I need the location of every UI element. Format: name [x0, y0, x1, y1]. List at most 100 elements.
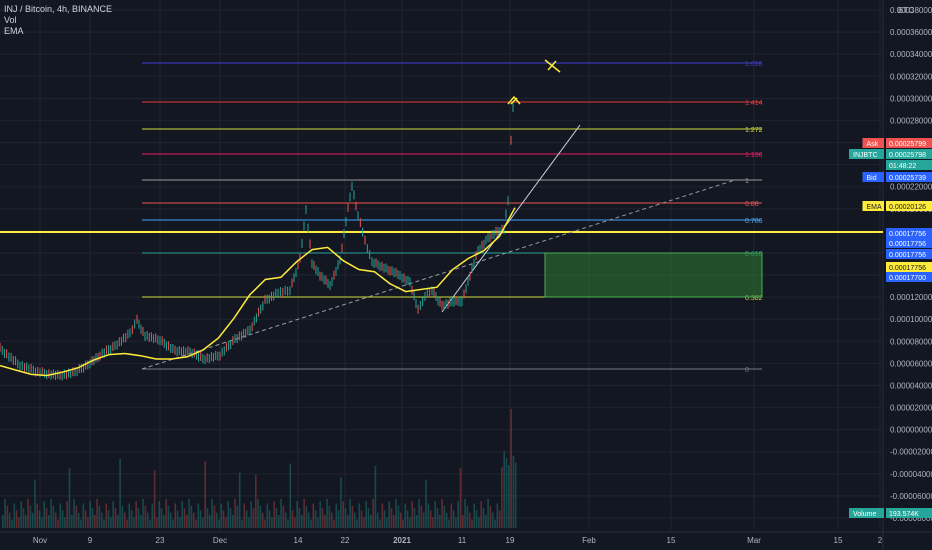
volume-bar [172, 519, 174, 528]
price-tag-bg [886, 238, 932, 248]
volume-bar [98, 505, 101, 528]
volume-bar [473, 503, 476, 528]
volume-bar [356, 519, 358, 528]
y-tick-label: -0.00002000 [890, 448, 932, 457]
volume-bar [360, 510, 363, 528]
volume-bar [197, 503, 200, 528]
volume-bar [57, 519, 59, 528]
volume-bar [41, 517, 43, 528]
volume-bar [257, 498, 259, 528]
volume-bar [505, 458, 508, 528]
volume-bar [236, 505, 239, 528]
x-tick-label: 14 [294, 536, 303, 545]
volume-bar [133, 517, 135, 528]
volume-bar [324, 515, 326, 528]
volume-bar [439, 515, 441, 528]
x-tick-label: 2021 [393, 536, 411, 545]
volume-bar [15, 510, 18, 528]
volume-bar [386, 517, 388, 528]
price-tag-value: 0.00025798 [889, 152, 926, 159]
volume-bar [107, 510, 110, 528]
volume-bar [68, 468, 71, 528]
price-tag-label: INJBTC [853, 152, 878, 159]
volume-bar [351, 505, 354, 528]
solid-trendline [441, 124, 581, 313]
volume-bar [494, 519, 496, 528]
volume-bar [31, 512, 34, 528]
volume-bar [4, 498, 6, 528]
price-tag-value: 0.00017756 [889, 231, 926, 238]
y-tick-label: -0.00004000 [890, 470, 932, 479]
volume-bar [452, 510, 455, 528]
x-tick-label: 23 [156, 536, 165, 545]
volume-bar [50, 498, 52, 528]
y-tick-label: 0.00022000 [890, 183, 932, 192]
indicator-ema[interactable]: EMA [4, 26, 24, 36]
volume-bar [128, 503, 131, 528]
volume-bar [294, 517, 296, 528]
volume-bar [77, 512, 80, 528]
price-tag-value: 193.574K [889, 511, 919, 518]
volume-bar [482, 508, 485, 528]
volume-bar [335, 503, 338, 528]
volume-bar [462, 515, 464, 528]
volume-bar [347, 515, 349, 528]
volume-bar [496, 503, 499, 528]
volume-bar [296, 501, 298, 528]
target-box [544, 252, 763, 298]
volume-bar [307, 512, 310, 528]
volume-bar [135, 501, 137, 528]
volume-bar [471, 519, 473, 528]
volume-bar [503, 451, 505, 528]
volume-bar [326, 498, 328, 528]
volume-bar [232, 515, 234, 528]
volume-bar [215, 512, 218, 528]
volume-bar [466, 505, 469, 528]
volume-bar [397, 505, 400, 528]
currency-label[interactable]: BTC [898, 6, 914, 15]
volume-bar [406, 510, 409, 528]
volume-bar [75, 505, 78, 528]
volume-bar [266, 503, 269, 528]
volume-bar [179, 517, 181, 528]
volume-bar [457, 501, 459, 528]
volume-bar [349, 498, 351, 528]
x-tick-label: 9 [88, 536, 93, 545]
price-tag-bg [886, 508, 932, 518]
volume-bar [151, 503, 154, 528]
volume-bar [59, 503, 62, 528]
fib-level-label: 1.414 [745, 100, 763, 107]
volume-bar [61, 510, 64, 528]
volume-bar [27, 498, 29, 528]
x-tick-label: 22 [341, 536, 350, 545]
volume-bar [411, 501, 413, 528]
fib-level-label: 1.618 [745, 61, 763, 68]
price-tag-bg [886, 138, 932, 148]
price-tag-bg [886, 262, 932, 272]
volume-bar [420, 505, 423, 528]
volume-bar [84, 510, 87, 528]
volume-bar [243, 503, 246, 528]
volume-bar [248, 517, 250, 528]
volume-bar [188, 498, 190, 528]
volume-bar [271, 517, 273, 528]
volume-bar [149, 519, 151, 528]
volume-bar [209, 515, 211, 528]
volume-bar [202, 517, 204, 528]
volume-bar [206, 508, 209, 528]
volume-bar [445, 512, 448, 528]
volume-bar [280, 498, 282, 528]
x-tick-label: 2 [878, 536, 883, 545]
indicator-vol[interactable]: Vol [4, 15, 17, 25]
symbol-title[interactable]: INJ / Bitcoin, 4h, BINANCE [4, 4, 113, 14]
volume-bar [434, 501, 436, 528]
y-tick-label: 0.00004000 [890, 381, 932, 390]
volume-bar [213, 505, 216, 528]
volume-bar [429, 510, 432, 528]
volume-bar [259, 505, 262, 528]
volume-bar [105, 503, 108, 528]
price-tag-value: 0.00020126 [889, 204, 926, 211]
volume-bar [229, 508, 232, 528]
volume-bar [119, 458, 121, 528]
